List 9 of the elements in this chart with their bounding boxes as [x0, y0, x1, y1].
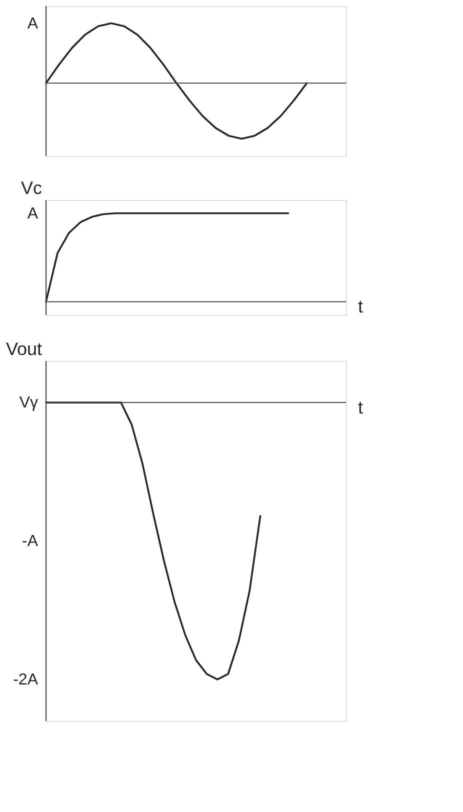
y-axis-title: Vc: [20, 178, 42, 198]
x-axis-title: t: [358, 398, 364, 418]
text: Vγ: [19, 394, 38, 412]
text: -A: [22, 533, 38, 550]
y-axis-title: Vout: [6, 339, 42, 359]
text: A: [27, 15, 38, 32]
text: -2A: [13, 671, 38, 688]
x-axis-title: t: [358, 296, 364, 317]
text: A: [27, 205, 38, 222]
